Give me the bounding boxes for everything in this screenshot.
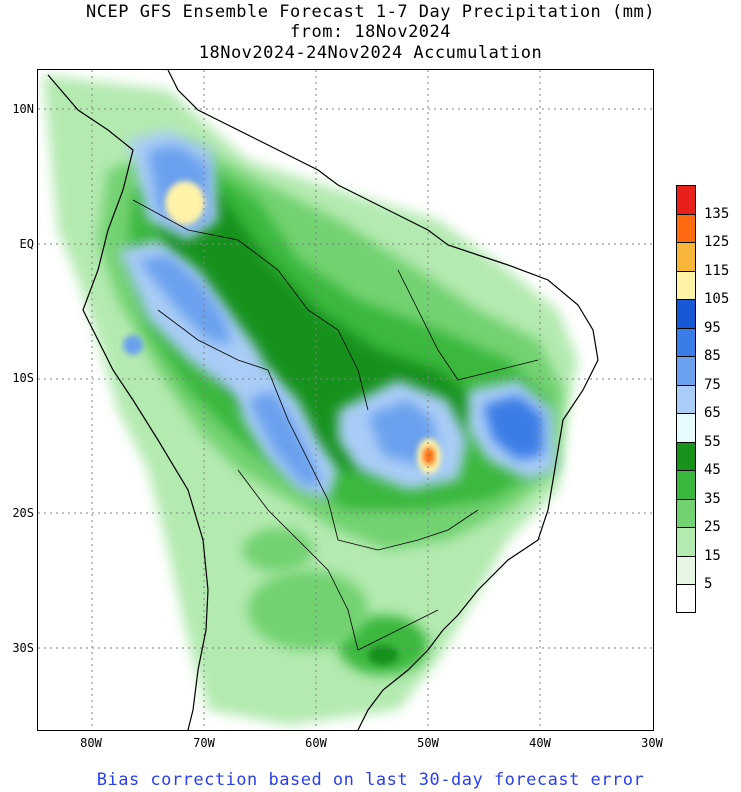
- legend-swatch: [676, 470, 696, 499]
- legend-label: 135: [704, 205, 730, 222]
- legend-label: 85: [704, 348, 721, 364]
- legend-label: 45: [704, 462, 721, 478]
- precip-peru-spot: [123, 335, 143, 355]
- legend-swatch: [676, 384, 696, 413]
- legend-swatch: [676, 327, 696, 356]
- precip-65-75-bolivia: [248, 390, 323, 485]
- legend-swatch: [676, 299, 696, 328]
- lat-label-20s: 20S: [12, 506, 34, 520]
- legend-swatch: [676, 584, 696, 613]
- precip-south-core: [368, 645, 398, 665]
- legend-colorbar: 135 125 115 105 95 85 75 65 55 45 35 25 15 5: [676, 185, 729, 613]
- legend-label: 65: [704, 405, 721, 421]
- lat-label-10n: 10N: [12, 102, 34, 116]
- legend-label: 55: [704, 433, 721, 450]
- precip-65-75-west: [138, 255, 233, 345]
- lon-label-50w: 50W: [417, 736, 439, 750]
- title-line-2: from: 18Nov2024: [289, 22, 452, 42]
- legend-swatch: [676, 441, 696, 470]
- precip-parana-patch: [248, 570, 368, 650]
- precip-chaco-patch: [243, 528, 313, 572]
- lat-label-10s: 10S: [12, 371, 34, 385]
- south-america-coastline: [47, 70, 599, 730]
- legend-label: 25: [704, 519, 721, 535]
- lon-label-80w: 80W: [80, 736, 102, 750]
- legend-swatch: [676, 242, 696, 271]
- legend-swatch: [676, 527, 696, 556]
- lon-label-30w: 30W: [641, 736, 663, 750]
- precip-max-inner: [423, 447, 435, 465]
- precipitation-map: [37, 69, 654, 731]
- legend-label: 5: [704, 576, 713, 592]
- legend-swatch: [676, 356, 696, 385]
- legend-swatch: [676, 185, 696, 214]
- lon-label-40w: 40W: [529, 736, 551, 750]
- precip-75-85-east: [483, 395, 543, 460]
- lat-label-30s: 30S: [12, 641, 34, 655]
- legend-label: 125: [704, 234, 730, 250]
- legend-label: 15: [704, 547, 721, 564]
- title-line-3: 18Nov2024-24Nov2024 Accumulation: [198, 43, 543, 63]
- gridlines: [38, 70, 653, 730]
- precip-105-115-colombia: [165, 181, 205, 225]
- lat-label-eq: EQ: [19, 237, 34, 251]
- legend-label: 115: [704, 262, 730, 279]
- legend-swatch: [676, 270, 696, 299]
- legend-swatch: [676, 213, 696, 242]
- lon-label-70w: 70W: [193, 736, 215, 750]
- legend-swatch: [676, 498, 696, 527]
- legend-label: 105: [704, 291, 730, 307]
- footer-note: Bias correction based on last 30-day for…: [96, 770, 645, 790]
- lon-label-60w: 60W: [305, 736, 327, 750]
- legend-swatch: [676, 413, 696, 442]
- map-svg: [38, 70, 653, 730]
- legend-label: 75: [704, 376, 721, 393]
- title-line-1: NCEP GFS Ensemble Forecast 1-7 Day Preci…: [86, 2, 655, 22]
- country-borders: [132, 199, 539, 651]
- precip-fill-layer: [43, 75, 578, 725]
- legend-label: 35: [704, 490, 721, 507]
- legend-swatch: [676, 555, 696, 584]
- legend-label: 95: [704, 319, 721, 336]
